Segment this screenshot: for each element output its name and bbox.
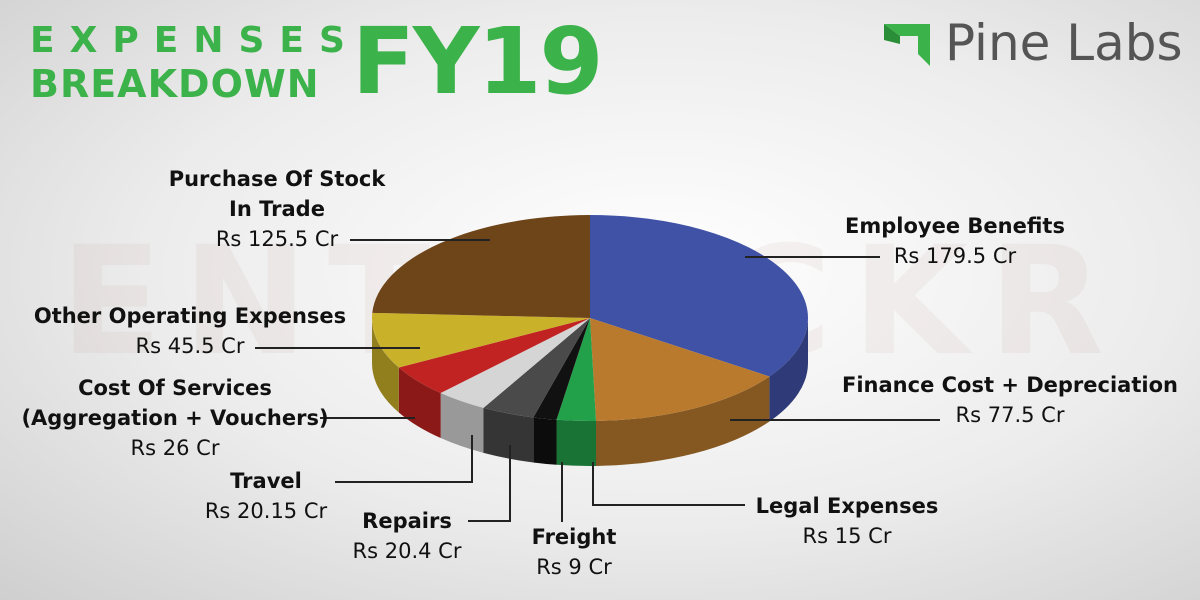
slice-label: Purchase Of Stock In Trade Rs 125.5 Cr xyxy=(162,164,392,254)
value-label: Rs 20.4 Cr xyxy=(352,539,462,563)
value-label: Rs 125.5 Cr xyxy=(215,227,339,251)
slice-side xyxy=(398,367,441,439)
slice-label: Finance Cost + Depreciation Rs 77.5 Cr xyxy=(840,370,1180,430)
category-name: Legal Expenses xyxy=(755,494,939,518)
slice xyxy=(440,318,590,408)
slice-label: Legal Expenses Rs 15 Cr xyxy=(737,491,957,551)
value-label: Rs 77.5 Cr xyxy=(955,403,1065,427)
slice xyxy=(590,318,770,421)
title-line: BREAKDOWN xyxy=(30,62,320,106)
category-name: Freight xyxy=(531,525,617,549)
value-label: Rs 15 Cr xyxy=(802,524,892,548)
slice-side xyxy=(556,419,597,466)
slice xyxy=(372,312,590,368)
title-line: EXPENSES xyxy=(30,20,360,61)
category-name: Finance Cost + Depreciation xyxy=(842,373,1178,397)
slice-label: Travel Rs 20.15 Cr xyxy=(186,466,346,526)
slice-label: Employee Benefits Rs 179.5 Cr xyxy=(805,211,1105,271)
value-label: Rs 26 Cr xyxy=(130,436,220,460)
slice xyxy=(483,318,590,418)
brand: Pine Labs xyxy=(945,14,1183,72)
slice-label: Freight Rs 9 Cr xyxy=(504,522,644,582)
pie-tops xyxy=(372,215,808,421)
slice xyxy=(398,318,590,394)
category-name: Employee Benefits xyxy=(845,214,1065,238)
slice-side xyxy=(372,318,399,413)
slice-side xyxy=(533,417,557,465)
value-label: Rs 9 Cr xyxy=(536,555,612,579)
pie-sides xyxy=(372,318,808,466)
slice-label: Cost Of Services (Aggregation + Vouchers… xyxy=(20,373,330,463)
leader-lines xyxy=(255,239,940,522)
slice xyxy=(533,318,590,420)
slice-side xyxy=(483,407,534,463)
slice-side xyxy=(596,376,770,466)
slice-label: Other Operating Expenses Rs 45.5 Cr xyxy=(20,301,360,361)
slice xyxy=(556,318,597,421)
slice xyxy=(372,215,590,318)
logo-icon xyxy=(884,24,930,66)
value-label: Rs 179.5 Cr xyxy=(893,244,1017,268)
slice-label: Repairs Rs 20.4 Cr xyxy=(327,506,487,566)
category-name: Repairs xyxy=(362,509,452,533)
value-label: Rs 45.5 Cr xyxy=(135,334,245,358)
category-name: Purchase Of Stock In Trade xyxy=(168,167,386,221)
subtitle: FY19 xyxy=(352,8,603,115)
value-label: Rs 20.15 Cr xyxy=(204,499,328,523)
slice xyxy=(590,215,808,377)
slice-side xyxy=(769,318,808,422)
category-name: Other Operating Expenses xyxy=(33,304,347,328)
category-name: Travel xyxy=(230,469,302,493)
category-name: Cost Of Services (Aggregation + Vouchers… xyxy=(21,376,329,430)
